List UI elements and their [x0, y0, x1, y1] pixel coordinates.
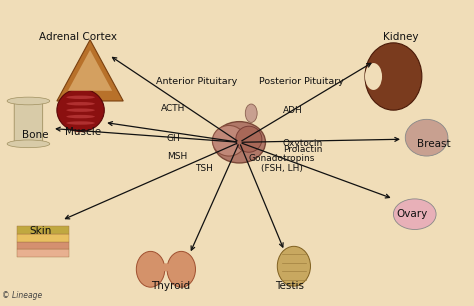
Text: Anterior Pituitary: Anterior Pituitary	[156, 77, 237, 86]
Text: © Lineage: © Lineage	[2, 291, 43, 300]
Ellipse shape	[66, 102, 95, 106]
Ellipse shape	[161, 263, 171, 271]
Text: TSH: TSH	[195, 164, 213, 173]
Polygon shape	[57, 40, 123, 101]
FancyBboxPatch shape	[14, 99, 43, 145]
Text: Breast: Breast	[417, 139, 450, 149]
Ellipse shape	[66, 108, 95, 112]
Text: ADH: ADH	[283, 106, 302, 115]
Text: Testis: Testis	[274, 281, 304, 291]
Ellipse shape	[66, 115, 95, 118]
Bar	[17, 249, 69, 257]
Bar	[17, 242, 69, 249]
Ellipse shape	[277, 246, 310, 286]
Text: Gonadotropins
(FSH, LH): Gonadotropins (FSH, LH)	[249, 154, 315, 174]
Ellipse shape	[213, 121, 265, 163]
Ellipse shape	[7, 97, 50, 105]
Text: Skin: Skin	[29, 226, 52, 236]
Ellipse shape	[167, 252, 195, 287]
Ellipse shape	[236, 126, 262, 152]
Bar	[17, 226, 69, 234]
Text: ACTH: ACTH	[161, 104, 185, 113]
Ellipse shape	[365, 63, 382, 90]
Ellipse shape	[57, 89, 104, 132]
Text: Prolactin: Prolactin	[283, 145, 322, 155]
Text: Muscle: Muscle	[65, 127, 101, 136]
Ellipse shape	[212, 125, 246, 156]
Ellipse shape	[66, 95, 95, 99]
Ellipse shape	[66, 121, 95, 125]
Text: MSH: MSH	[168, 152, 188, 161]
Text: Bone: Bone	[22, 130, 49, 140]
Ellipse shape	[393, 199, 436, 230]
Ellipse shape	[246, 104, 257, 122]
Text: GH: GH	[166, 134, 180, 143]
Text: Posterior Pituitary: Posterior Pituitary	[258, 77, 344, 86]
Ellipse shape	[365, 43, 422, 110]
Bar	[17, 234, 69, 242]
Ellipse shape	[405, 119, 448, 156]
Ellipse shape	[137, 252, 165, 287]
Polygon shape	[68, 50, 112, 91]
Text: Thyroid: Thyroid	[151, 281, 190, 291]
Text: Adrenal Cortex: Adrenal Cortex	[39, 32, 117, 42]
Text: Kidney: Kidney	[383, 32, 418, 42]
Text: Oxytocin: Oxytocin	[283, 139, 322, 148]
Ellipse shape	[7, 140, 50, 148]
Text: Ovary: Ovary	[397, 209, 428, 219]
